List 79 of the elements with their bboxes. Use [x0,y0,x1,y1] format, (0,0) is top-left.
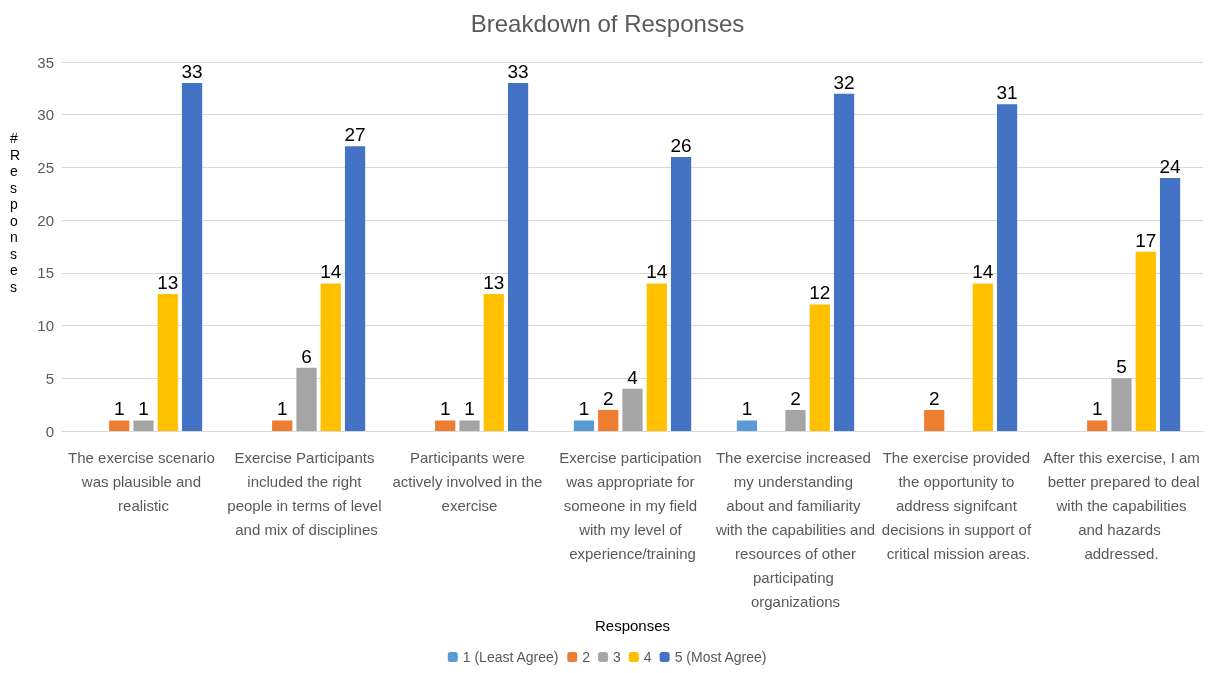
text: # Responses [10,130,21,295]
bar [133,420,154,431]
data-label: 2 [928,387,940,409]
bar [622,388,643,431]
bar [157,293,178,431]
bar [646,283,667,431]
bar [924,409,945,431]
data-label: 1 [439,398,451,420]
bar [344,146,366,431]
x-tick-label: Participants were actively involved in the exercise [392,448,547,514]
bar [435,420,456,431]
bar [181,83,203,431]
data-label: 1 [464,398,475,420]
data-label: 1 [113,398,125,420]
bar [272,420,293,431]
bar [1159,177,1181,431]
data-label: 6 [301,345,312,367]
bar [1087,420,1108,431]
data-label: 33 [181,61,203,83]
data-label: 2 [790,387,801,409]
bar [507,83,529,431]
x-tick-label: After this exercise, I am better prepared to deal with the capabilities and hazards addressed. [1043,448,1200,562]
y-tick-label: 30 [37,106,54,124]
y-tick-label: 35 [37,53,54,71]
x-tick-label: The exercise scenario was plausible and realistic [68,448,219,514]
data-label: 1 [578,398,590,420]
y-tick-label: 10 [37,317,54,335]
bar [809,304,830,431]
data-label: 1 [741,398,753,420]
y-tick-label: 0 [45,422,54,440]
data-label: 12 [809,282,831,304]
bar [1135,251,1156,431]
legend-label: 5 (Most Agree) [674,649,767,665]
legend-label: 1 (Least Agree) [462,649,559,665]
legend-label: 2 [582,649,591,665]
data-label: 31 [996,82,1018,104]
data-label: 14 [972,261,994,283]
data-label: 1 [138,398,149,420]
data-label: 32 [833,71,855,93]
data-label: 27 [344,124,366,146]
bar [296,367,317,431]
y-tick-label: 20 [37,211,54,229]
data-label: 4 [627,366,639,388]
bar [1111,378,1132,431]
bar [972,283,993,431]
chart-title: Breakdown of Responses [470,9,745,37]
x-tick-label: Exercise participation was appropriate for someone in my field with my level of experience/training [559,448,706,562]
bar [109,420,130,431]
y-tick-label: 5 [45,369,54,387]
bar [483,293,504,431]
data-label: 13 [483,271,505,293]
bar [736,420,758,431]
x-axis-title: Responses [594,616,671,634]
bar [598,409,619,431]
x-tick-label: The exercise provided the opportunity to address signifcant decisions in support of critical mission areas. [881,448,1036,562]
data-label: 5 [1116,356,1127,378]
y-tick-label: 15 [37,264,54,282]
data-label: 33 [507,61,529,83]
y-tick-label: 25 [37,158,54,176]
data-label: 2 [602,387,614,409]
bar [670,156,692,431]
bar [573,420,595,431]
bar [459,420,480,431]
data-label: 24 [1159,155,1182,177]
data-label: 1 [276,398,288,420]
data-label: 17 [1135,229,1157,251]
data-label: 1 [1091,398,1103,420]
bar [785,409,806,431]
bar [320,283,341,431]
bar [996,104,1018,431]
x-tick-label: The exercise increased my understanding about and familiarity with the capabilities and resources of other participating organizations [714,448,876,610]
data-label: 14 [646,261,668,283]
legend-label: 3 [613,649,622,665]
data-label: 14 [320,261,342,283]
bar [833,93,855,431]
x-tick-label: Exercise Participants included the right people in terms of level and mix of disciplines [227,448,386,538]
data-label: 13 [157,271,179,293]
legend-label: 4 [643,649,652,665]
data-label: 26 [670,134,692,156]
